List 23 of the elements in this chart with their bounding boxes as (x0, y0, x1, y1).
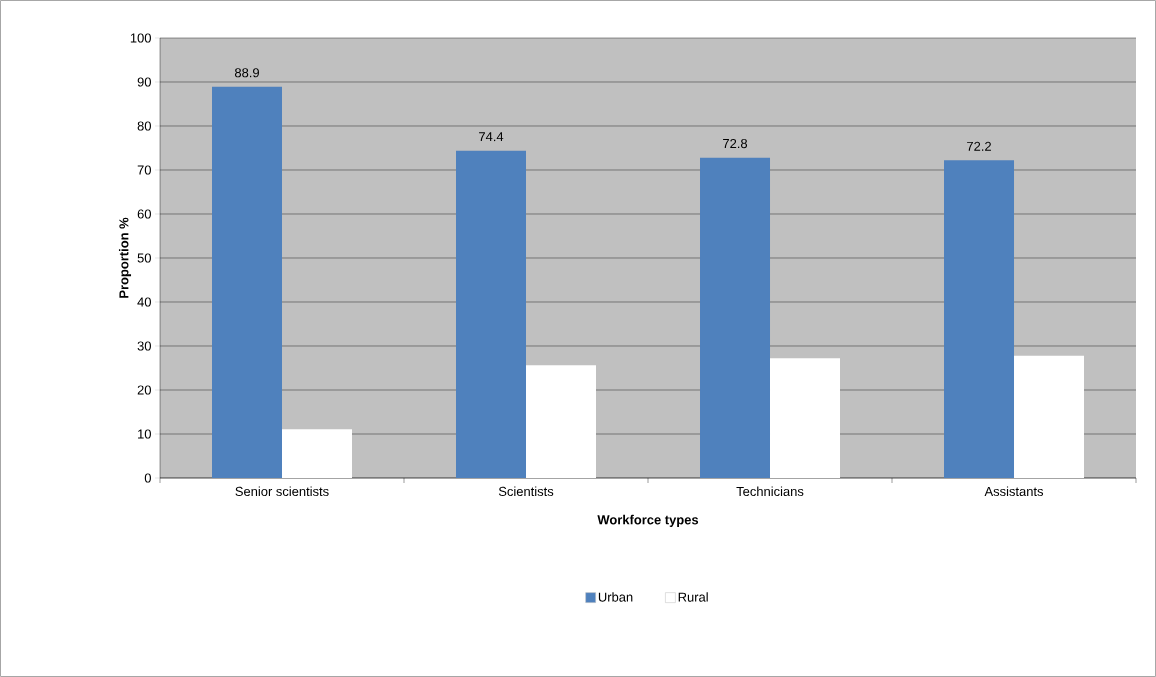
data-label: 74.4 (479, 132, 504, 142)
data-label: 72.8 (723, 138, 748, 149)
y-tick-label: 0 (144, 473, 151, 483)
x-axis-title: Workforce types (597, 514, 699, 527)
data-label: 88.9 (234, 68, 259, 78)
y-tick-label: 80 (137, 121, 151, 131)
y-tick-label: 10 (138, 429, 151, 439)
x-tick-label: Assistants (984, 486, 1044, 497)
y-tick-label: 30 (137, 341, 151, 351)
y-tick-label: 90 (137, 77, 151, 87)
x-tick-label: Senior scientists (235, 486, 329, 497)
legend-label: Rural (678, 592, 708, 602)
y-tick-label: 50 (137, 253, 151, 263)
y-tick-label: 70 (137, 165, 151, 175)
data-label: 72.2 (967, 141, 991, 151)
y-tick-label: 40 (137, 297, 151, 307)
y-tick-label: 60 (137, 209, 151, 219)
legend-label: Urban (598, 592, 633, 602)
x-tick-label: Technicians (736, 486, 804, 497)
y-tick-label: 100 (130, 33, 151, 43)
x-tick-label: Scientists (498, 486, 554, 497)
y-axis-title: Proportion % (118, 217, 132, 298)
y-tick-label: 20 (137, 385, 151, 395)
